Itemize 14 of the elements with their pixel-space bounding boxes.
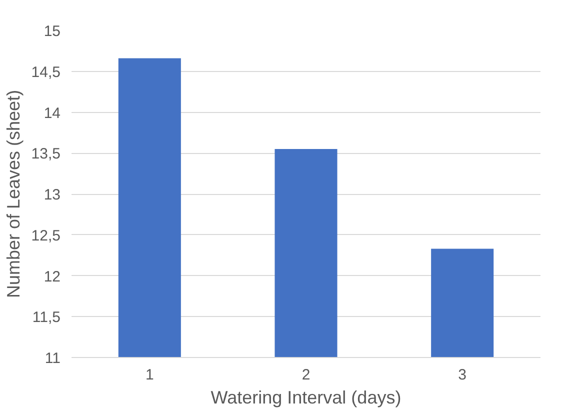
y-tick-label: 11 <box>44 350 61 367</box>
x-axis-title: Watering Interval (days) <box>210 388 402 408</box>
y-tick-label: 13,5 <box>31 146 61 163</box>
y-tick-label: 14 <box>44 104 61 122</box>
y-tick-label: 15 <box>44 23 61 40</box>
y-axis-title: Number of Leaves (sheet) <box>3 90 24 298</box>
y-tick-label: 12 <box>44 268 61 286</box>
y-tick-label: 12,5 <box>31 227 61 244</box>
y-tick-label: 14,5 <box>31 64 61 81</box>
x-tick-label: 3 <box>458 366 467 384</box>
x-tick-label: 1 <box>145 366 154 384</box>
x-tick-label: 2 <box>302 366 310 384</box>
y-tick-label: 11,5 <box>32 309 61 326</box>
y-tick-label: 13 <box>44 186 61 204</box>
